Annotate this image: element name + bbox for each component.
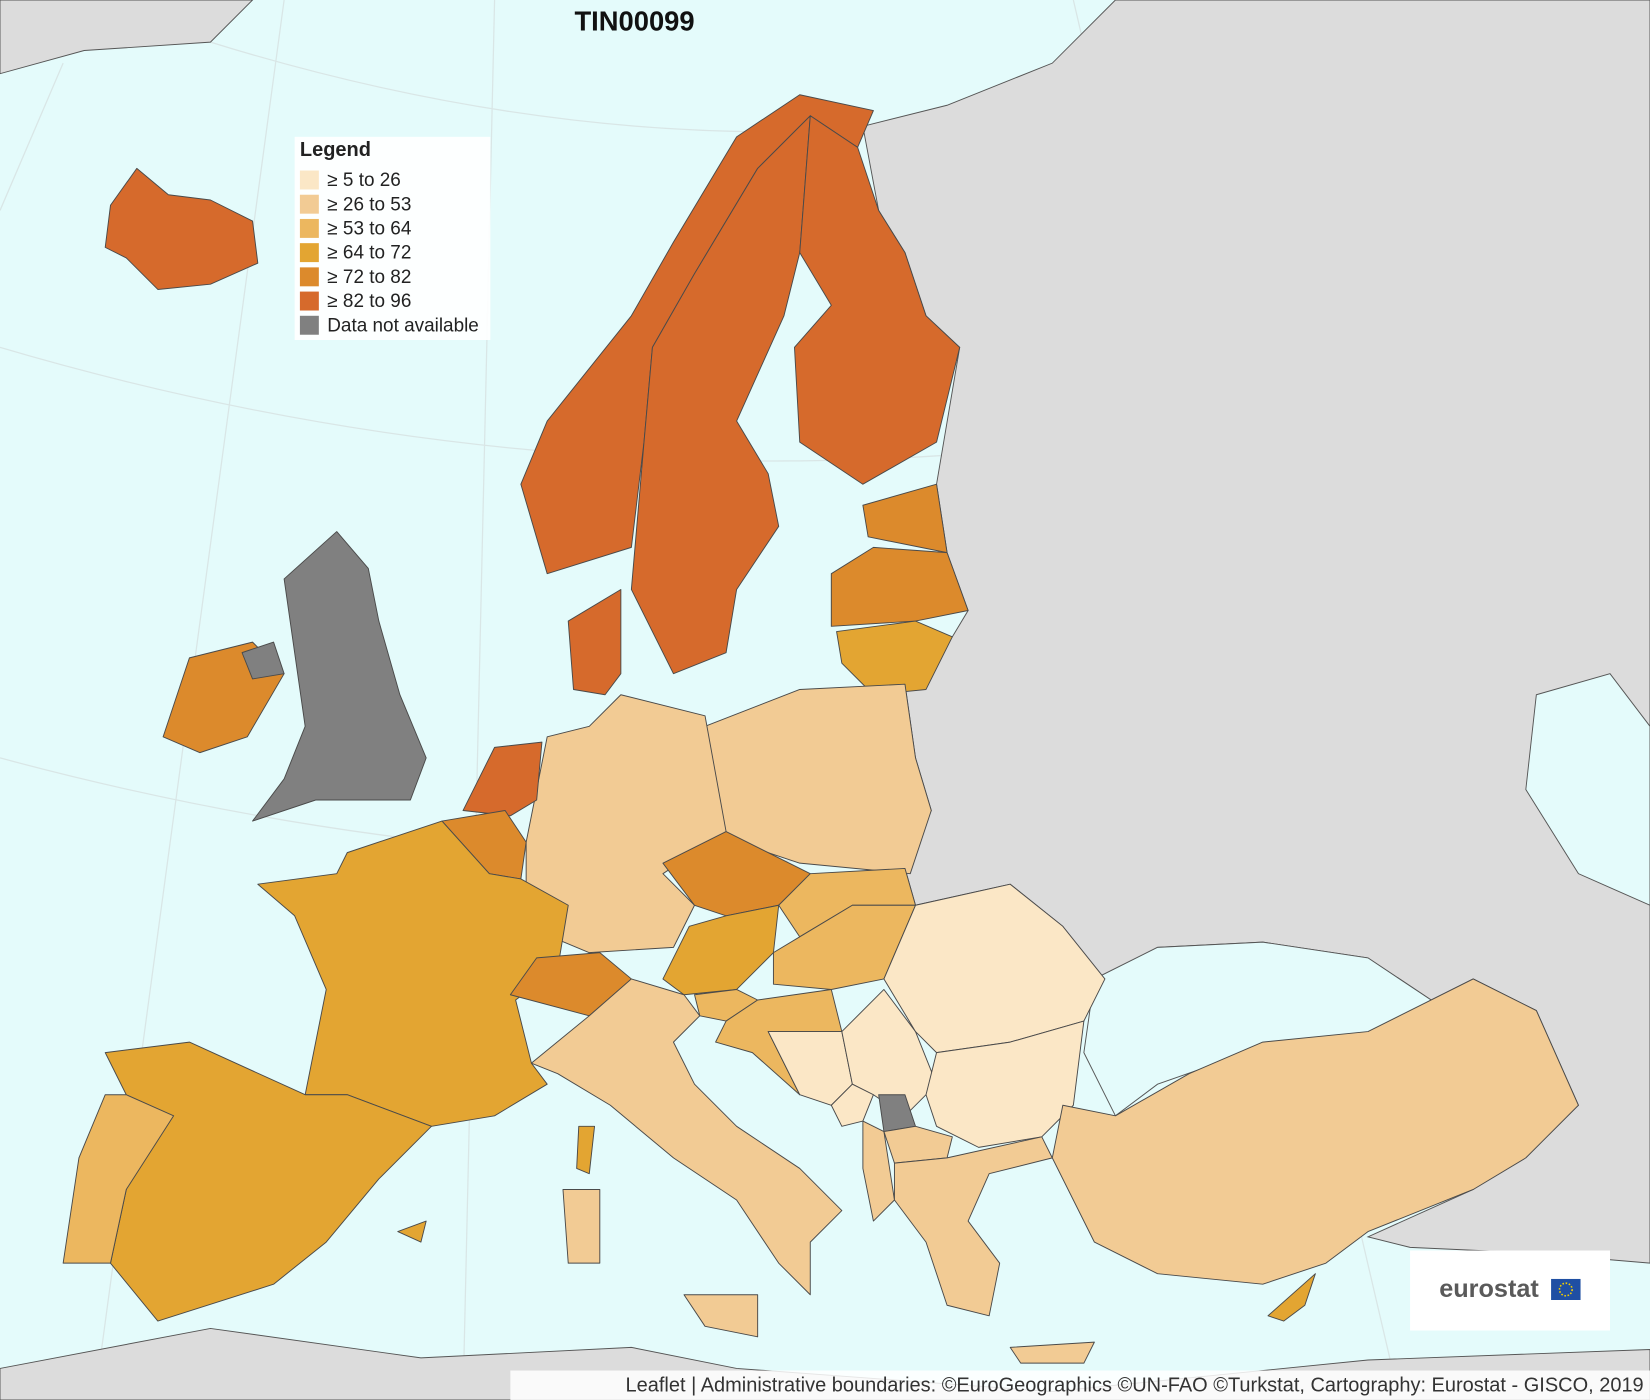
country <box>830 546 969 627</box>
country <box>1009 1341 1095 1364</box>
legend-label: ≥ 5 to 26 <box>327 170 401 191</box>
country <box>104 167 259 290</box>
country <box>630 115 811 675</box>
country <box>509 952 632 1017</box>
country <box>576 1125 596 1175</box>
eu-stars <box>1558 1282 1573 1297</box>
legend-box <box>294 136 491 340</box>
country <box>252 531 427 822</box>
legend-label: ≥ 64 to 72 <box>327 243 411 264</box>
country <box>683 1294 759 1338</box>
logo-text: eurostat <box>1439 1275 1539 1303</box>
map-title: TIN00099 <box>574 5 694 36</box>
legend-swatch <box>299 267 319 287</box>
legend-swatch <box>299 194 319 214</box>
country <box>862 1120 895 1222</box>
country <box>883 883 1106 1054</box>
country <box>830 1083 874 1127</box>
country <box>397 1220 427 1243</box>
country <box>562 1188 601 1264</box>
country <box>662 904 780 996</box>
legend-label: ≥ 82 to 96 <box>327 291 411 312</box>
countries <box>62 94 1579 1364</box>
legend-label: ≥ 72 to 82 <box>327 267 411 288</box>
country <box>1051 978 1579 1285</box>
legend-swatch <box>299 218 319 238</box>
country <box>794 115 961 485</box>
legend-title: Legend <box>300 139 371 161</box>
country <box>893 1136 1053 1317</box>
country <box>257 820 569 1127</box>
legend-swatch <box>299 291 319 311</box>
attribution-box <box>510 1370 1650 1400</box>
legend-label: ≥ 53 to 64 <box>327 218 411 239</box>
country <box>883 1125 953 1164</box>
country <box>1267 1273 1316 1322</box>
attribution: Leaflet | Administrative boundaries: ©Eu… <box>626 1375 1644 1397</box>
country <box>241 641 285 680</box>
legend-label: ≥ 26 to 53 <box>327 194 411 215</box>
eu-flag <box>1551 1278 1581 1300</box>
country <box>530 978 843 1296</box>
country <box>567 588 622 696</box>
legend-swatch <box>299 315 319 335</box>
country <box>62 1094 175 1264</box>
logo: eurostat <box>1410 1250 1611 1331</box>
country <box>836 620 953 696</box>
legend-swatch <box>299 170 319 190</box>
legend-swatch <box>299 243 319 263</box>
legend: Legend ≥ 5 to 26 ≥ 26 to 53 ≥ 53 to 64 ≥ 64… <box>294 136 491 340</box>
legend-label: Data not available <box>327 315 479 336</box>
